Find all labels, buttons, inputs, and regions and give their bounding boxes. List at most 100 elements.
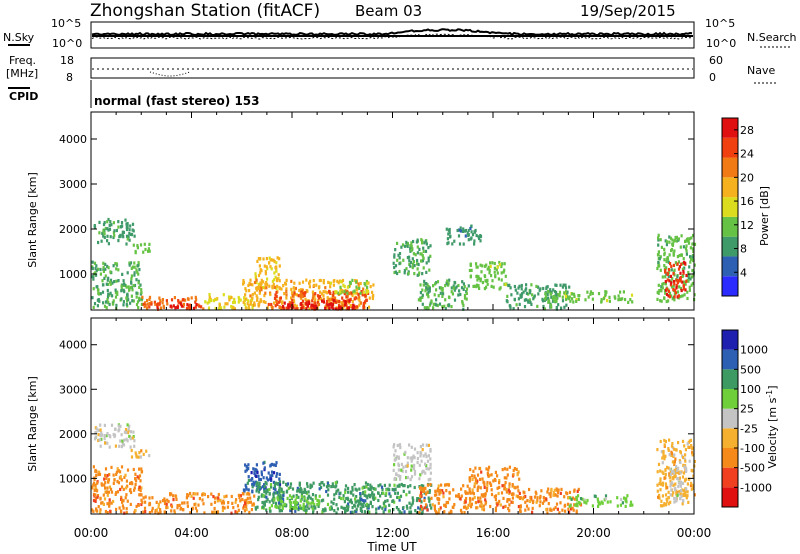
data-cell xyxy=(96,494,100,498)
data-cell xyxy=(236,511,239,515)
data-cell xyxy=(447,295,451,299)
data-cell xyxy=(259,268,262,272)
data-cell xyxy=(670,248,673,253)
data-cell xyxy=(572,300,575,304)
data-cell xyxy=(94,483,97,487)
data-cell xyxy=(259,271,262,275)
data-cell xyxy=(481,477,484,481)
n-sky-tick-top: 10^5 xyxy=(51,17,81,30)
n-search-tick-top: 10^5 xyxy=(705,17,735,30)
data-cell xyxy=(137,272,140,276)
data-cell xyxy=(115,472,118,476)
data-cell xyxy=(674,457,677,461)
data-cell xyxy=(263,483,266,487)
data-cell xyxy=(250,478,253,482)
data-cell xyxy=(275,491,278,495)
data-cell xyxy=(93,302,97,306)
data-cell xyxy=(398,256,401,260)
data-cell xyxy=(519,509,522,513)
data-cell xyxy=(261,505,265,509)
data-cell xyxy=(355,280,358,284)
data-cell xyxy=(490,473,493,477)
data-cell xyxy=(676,470,679,475)
data-cell xyxy=(674,472,677,477)
data-cell xyxy=(107,228,110,232)
data-cell xyxy=(465,497,468,501)
data-cell xyxy=(170,492,173,496)
data-cell xyxy=(665,272,668,276)
data-cell xyxy=(573,503,576,507)
data-cell xyxy=(215,297,218,301)
data-cell xyxy=(669,283,672,287)
data-cell xyxy=(667,490,670,494)
data-cell xyxy=(140,486,143,490)
data-cell xyxy=(557,488,560,492)
data-cell xyxy=(661,456,664,460)
data-cell xyxy=(327,488,330,492)
data-cell xyxy=(258,487,261,491)
data-cell xyxy=(629,500,633,504)
data-cell xyxy=(538,504,541,508)
data-cell xyxy=(121,272,124,276)
data-cell xyxy=(108,293,111,297)
data-cell xyxy=(159,306,163,310)
data-cell xyxy=(460,494,463,498)
data-cell xyxy=(142,302,145,306)
data-cell xyxy=(397,474,400,478)
data-cell xyxy=(304,297,307,301)
data-cell xyxy=(683,293,686,297)
data-cell xyxy=(113,280,116,284)
data-cell xyxy=(194,300,197,304)
data-cell xyxy=(402,484,405,488)
data-cell xyxy=(479,239,482,243)
data-cell xyxy=(184,298,187,302)
data-cell xyxy=(190,494,193,498)
data-cell xyxy=(659,488,662,492)
data-cell xyxy=(424,239,427,243)
data-cell xyxy=(467,284,470,288)
data-cell xyxy=(258,478,261,482)
data-cell xyxy=(150,302,153,306)
data-cell xyxy=(310,305,313,309)
data-cell xyxy=(251,296,254,300)
data-cell xyxy=(574,503,577,507)
data-cell xyxy=(670,281,673,285)
data-cell xyxy=(114,288,117,292)
data-cell xyxy=(94,271,97,275)
data-cell xyxy=(671,470,674,474)
data-cell xyxy=(275,286,278,291)
data-cell xyxy=(663,502,666,506)
data-cell xyxy=(212,299,216,303)
data-cell xyxy=(421,507,424,511)
data-cell xyxy=(122,279,125,283)
data-cell xyxy=(457,234,461,238)
data-cell xyxy=(265,257,268,261)
data-cell xyxy=(248,281,251,286)
data-cell xyxy=(673,249,676,253)
data-cell xyxy=(467,228,470,233)
data-cell xyxy=(518,284,521,288)
data-cell xyxy=(489,261,492,265)
data-cell xyxy=(382,491,385,495)
data-cell xyxy=(353,289,356,293)
data-cell xyxy=(425,455,428,459)
data-cell xyxy=(315,283,318,287)
data-cell xyxy=(270,477,273,481)
data-cell xyxy=(660,289,663,293)
data-cell xyxy=(690,236,693,240)
data-cell xyxy=(244,293,247,297)
data-cell xyxy=(249,278,252,282)
data-cell xyxy=(673,268,676,272)
data-cell xyxy=(210,492,213,496)
data-cell xyxy=(496,271,499,275)
data-cell xyxy=(92,465,95,469)
data-cell xyxy=(663,251,666,255)
data-cell xyxy=(571,292,574,296)
data-cell xyxy=(339,491,342,495)
data-cell xyxy=(491,279,494,283)
data-cell xyxy=(505,490,508,494)
data-cell xyxy=(681,481,685,485)
data-cell xyxy=(657,238,660,242)
data-cell xyxy=(335,503,338,507)
data-cell xyxy=(268,500,271,504)
